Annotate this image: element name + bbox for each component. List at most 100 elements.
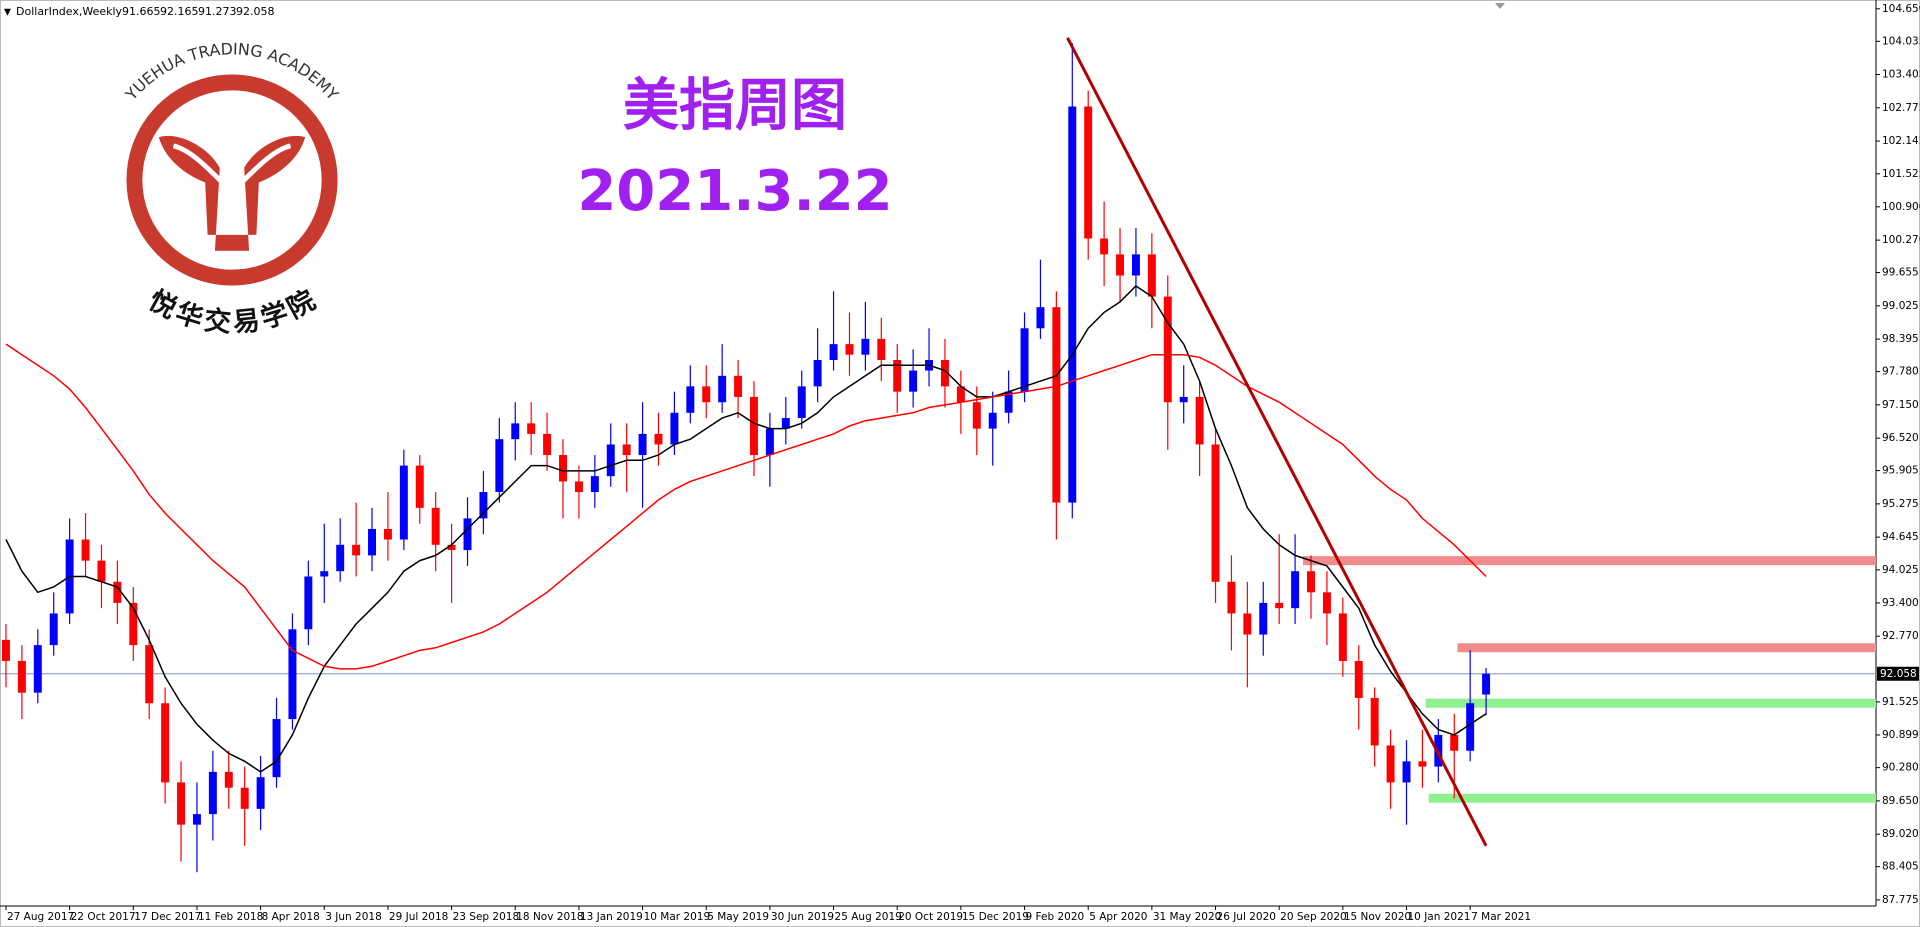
candle-body (1131, 254, 1140, 276)
candle-body (208, 771, 217, 815)
menu-arrow: ▼ (4, 8, 11, 18)
candle-body (177, 782, 186, 825)
low-value: 91.273 (198, 5, 237, 18)
logo-emblem (158, 135, 306, 251)
candle-body (670, 412, 679, 445)
x-tick-label: 25 Aug 2019 (835, 911, 902, 923)
x-tick-label: 8 Apr 2018 (262, 911, 320, 923)
x-tick-label: 13 Jan 2019 (580, 911, 643, 923)
x-tick-label: 3 Jun 2018 (325, 911, 381, 923)
candle-body (1243, 613, 1252, 635)
level-zone (1303, 556, 1876, 566)
y-tick-label: 94.645 (1882, 531, 1919, 543)
y-tick-label: 88.405 (1882, 861, 1919, 873)
annotation-title: 美指周图 (623, 73, 847, 139)
x-tick-label: 29 Jul 2018 (389, 911, 448, 923)
x-tick-label: 30 Jun 2019 (771, 911, 834, 923)
y-tick-label: 97.780 (1882, 366, 1919, 378)
candle-body (1227, 581, 1236, 614)
candle-body (1291, 571, 1300, 609)
candle-body (161, 703, 170, 783)
candle-body (622, 444, 631, 456)
y-tick-label: 89.650 (1882, 795, 1919, 807)
candle-body (654, 433, 663, 445)
candle-body (1068, 106, 1077, 503)
candle-body (399, 465, 408, 540)
candle-body (956, 386, 965, 403)
y-tick-label: 102.775 (1882, 102, 1920, 114)
y-tick-label: 101.525 (1882, 168, 1920, 180)
candle-body (129, 602, 138, 646)
candle-body (145, 645, 154, 704)
candle-body (861, 338, 870, 355)
candle-body (1163, 296, 1172, 403)
candle-body (97, 560, 106, 582)
candle-body (1004, 391, 1013, 413)
y-tick-label: 99.025 (1882, 300, 1919, 312)
x-tick-label: 15 Nov 2020 (1344, 911, 1411, 923)
candle-body (940, 359, 949, 387)
candle-body (781, 418, 790, 429)
x-tick-label: 20 Sep 2020 (1280, 911, 1347, 923)
candle-body (304, 576, 313, 630)
x-tick-label: 10 Jan 2021 (1408, 911, 1471, 923)
candle-body (1052, 307, 1061, 503)
y-tick-label: 96.520 (1882, 432, 1919, 444)
moving-average (5, 285, 1487, 773)
candle-body (1307, 571, 1315, 593)
candle-body (1402, 761, 1411, 783)
y-tick-label: 98.395 (1882, 333, 1919, 345)
candle-body (495, 439, 504, 492)
candle-body (431, 507, 440, 545)
candle-body (1179, 396, 1188, 403)
x-tick-label: 20 Oct 2019 (898, 911, 963, 923)
x-tick-label: 26 Jul 2020 (1217, 911, 1276, 923)
x-tick-label: 9 Feb 2020 (1026, 911, 1085, 923)
candle-body (463, 518, 472, 551)
x-tick-label: 5 Apr 2020 (1089, 911, 1147, 923)
candle-body (272, 719, 281, 778)
trend-line (1066, 37, 1488, 847)
moving-average (5, 343, 1487, 670)
candle-body (590, 476, 599, 492)
candle-body (750, 396, 758, 456)
candle-body (352, 544, 361, 556)
candle-body (909, 370, 918, 392)
candle-body (368, 528, 376, 556)
candle-body (1450, 734, 1459, 751)
candle-body (845, 344, 854, 355)
y-tick-label: 90.280 (1882, 762, 1919, 774)
candle-body (1211, 444, 1220, 582)
candle-body (81, 539, 90, 561)
y-tick-label: 104.035 (1882, 35, 1920, 47)
candle-body (765, 428, 774, 456)
shift-marker (1495, 3, 1505, 9)
candle-body (972, 402, 981, 429)
candle-body (1259, 602, 1268, 635)
candle-body (415, 465, 424, 508)
candle-body (1466, 703, 1475, 751)
candle-body (224, 771, 233, 788)
candle-body (1, 639, 10, 661)
x-tick-label: 5 May 2019 (707, 911, 769, 923)
y-tick-label: 94.025 (1882, 564, 1919, 576)
y-tick-label: 95.275 (1882, 498, 1919, 510)
x-tick-label: 15 Dec 2019 (962, 911, 1029, 923)
candle-body (1275, 602, 1284, 609)
logo-emblem-detail (172, 143, 292, 185)
x-tick-label: 22 Oct 2017 (71, 911, 136, 923)
candle-body (527, 423, 536, 434)
y-tick-label: 89.020 (1882, 828, 1919, 840)
candle-body (288, 629, 297, 720)
candle-body (1482, 673, 1491, 695)
x-tick-label: 10 Mar 2019 (644, 911, 711, 923)
plot-area (0, 37, 1876, 873)
candle-body (1354, 660, 1363, 698)
candle-body (1386, 745, 1395, 783)
candle-body (893, 359, 902, 392)
annotation-date: 2021.3.22 (577, 159, 892, 224)
candle-body (1020, 328, 1029, 392)
candle-body (1147, 254, 1156, 297)
y-tick-label: 100.900 (1882, 201, 1920, 213)
